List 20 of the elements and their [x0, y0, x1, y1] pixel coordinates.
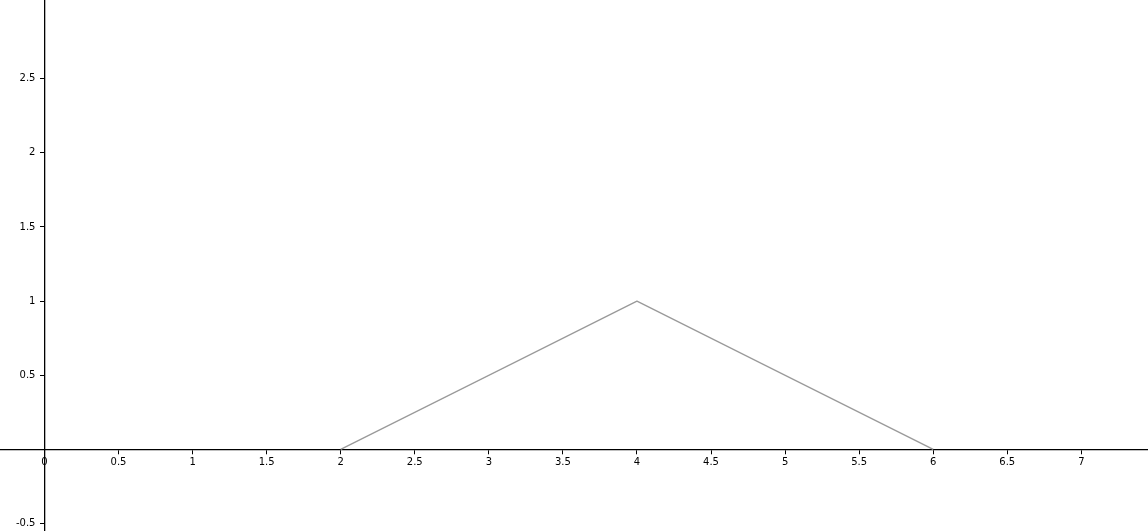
- y-tick-label: 2: [29, 146, 36, 158]
- x-tick-label: 5.5: [851, 456, 868, 468]
- x-tick-label: 2.5: [406, 456, 423, 468]
- x-tick-label: 4.5: [703, 456, 719, 468]
- y-tick-label: -0.5: [15, 517, 36, 529]
- y-tick-label: 2.5: [19, 72, 36, 84]
- x-tick-label: 0.5: [110, 456, 127, 468]
- y-tick-label: 1: [29, 294, 36, 306]
- x-tick-label: 5: [781, 456, 789, 468]
- x-tick-label: 6.5: [999, 456, 1016, 468]
- x-tick-label: 3: [485, 456, 493, 468]
- x-tick-label: 6: [930, 456, 937, 468]
- y-tick-label: 0.5: [19, 368, 36, 380]
- x-tick-label: 3.5: [554, 456, 571, 468]
- x-tick-label: 7: [1078, 456, 1085, 468]
- x-tick-label: 4: [633, 456, 641, 468]
- x-tick-label: 1: [189, 456, 196, 468]
- x-tick-label: 1.5: [258, 456, 275, 468]
- y-tick-label: 1.5: [19, 220, 36, 232]
- x-tick-label: 2: [337, 456, 344, 468]
